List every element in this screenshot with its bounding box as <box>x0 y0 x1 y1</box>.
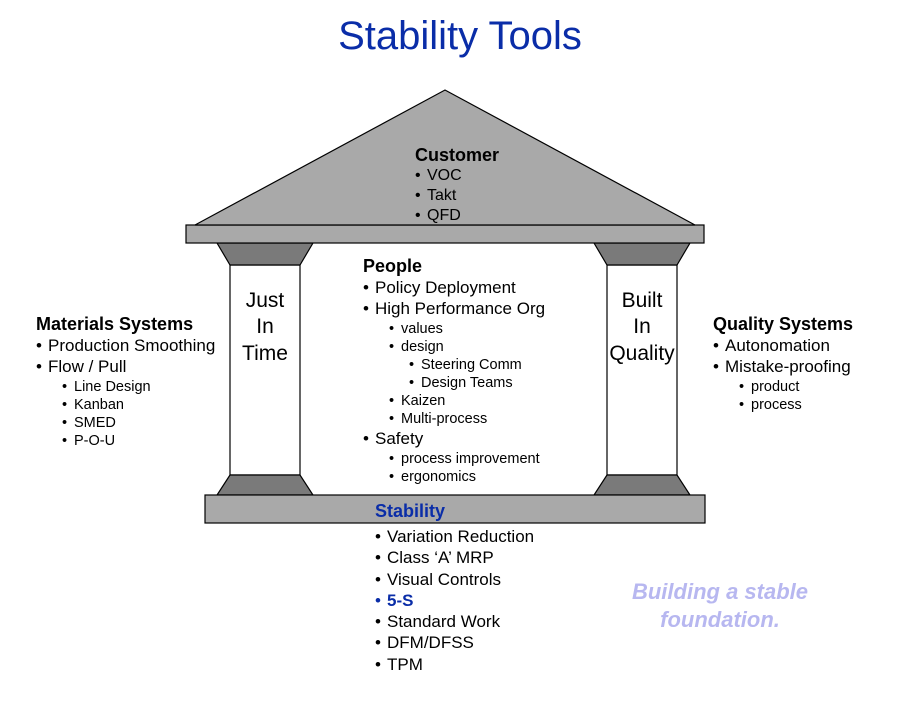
list-item: •Class ‘A’ MRP <box>375 547 595 568</box>
materials-systems-header: Materials Systems <box>36 314 226 335</box>
materials-systems-block: Materials Systems •Production Smoothing•… <box>36 314 226 450</box>
list-item: •High Performance Org <box>363 298 603 319</box>
list-item: •Line Design <box>62 378 226 396</box>
people-header: People <box>363 256 603 277</box>
list-item: •Variation Reduction <box>375 526 595 547</box>
list-item: •process <box>739 396 913 414</box>
pillar-line: In <box>602 314 682 340</box>
diagram-stage: Stability Tools Customer •VOC•Takt•QFD M… <box>0 0 920 707</box>
right-pillar-label: BuiltInQuality <box>602 288 682 367</box>
list-item: •values <box>389 320 603 338</box>
stability-block: Stability •Variation Reduction•Class ‘A’… <box>375 501 595 675</box>
list-item: •Policy Deployment <box>363 277 603 298</box>
pillar-line: Just <box>225 288 305 314</box>
list-item: •DFM/DFSS <box>375 632 595 653</box>
list-item: •process improvement <box>389 450 603 468</box>
tagline-line: Building a stable <box>595 578 845 606</box>
list-item: •Production Smoothing <box>36 335 226 356</box>
roof-header: Customer <box>415 145 499 166</box>
tagline: Building a stablefoundation. <box>595 578 845 633</box>
list-item: •5-S <box>375 590 595 611</box>
people-block: People •Policy Deployment•High Performan… <box>363 256 603 486</box>
list-item: •product <box>739 378 913 396</box>
list-item: •Design Teams <box>409 374 603 392</box>
roof-block: Customer •VOC•Takt•QFD <box>415 145 499 226</box>
list-item: •VOC <box>415 166 499 186</box>
stability-header: Stability <box>375 501 595 522</box>
list-item: •P-O-U <box>62 432 226 450</box>
tagline-line: foundation. <box>595 606 845 634</box>
list-item: •Multi-process <box>389 410 603 428</box>
list-item: •Flow / Pull <box>36 356 226 377</box>
list-item: •Autonomation <box>713 335 913 356</box>
pillar-line: Time <box>225 341 305 367</box>
pillar-line: In <box>225 314 305 340</box>
list-item: •design <box>389 338 603 356</box>
pillar-line: Quality <box>602 341 682 367</box>
list-item: •SMED <box>62 414 226 432</box>
list-item: •Safety <box>363 428 603 449</box>
list-item: •QFD <box>415 206 499 226</box>
list-item: •TPM <box>375 654 595 675</box>
list-item: •ergonomics <box>389 468 603 486</box>
list-item: •Takt <box>415 186 499 206</box>
pillar-line: Built <box>602 288 682 314</box>
list-item: •Mistake-proofing <box>713 356 913 377</box>
list-item: •Steering Comm <box>409 356 603 374</box>
list-item: •Kanban <box>62 396 226 414</box>
list-item: •Visual Controls <box>375 569 595 590</box>
list-item: •Kaizen <box>389 392 603 410</box>
quality-systems-block: Quality Systems •Autonomation•Mistake-pr… <box>713 314 913 414</box>
list-item: •Standard Work <box>375 611 595 632</box>
left-pillar-label: JustInTime <box>225 288 305 367</box>
quality-systems-header: Quality Systems <box>713 314 913 335</box>
